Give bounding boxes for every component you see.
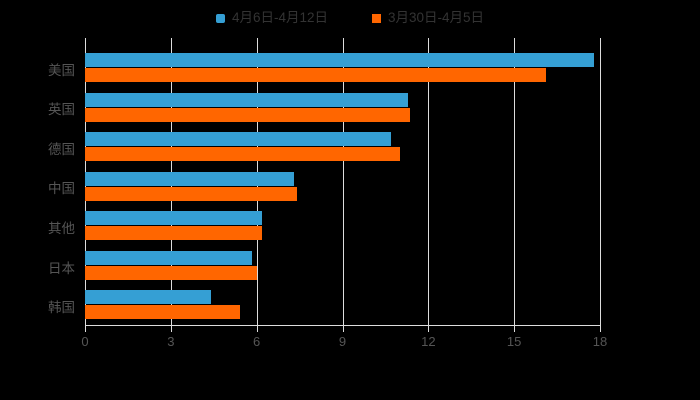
bar-中国-series-0[interactable] <box>85 171 294 186</box>
x-tick <box>514 326 516 332</box>
x-tick-top <box>428 38 430 45</box>
x-tick-label: 9 <box>338 334 347 349</box>
y-tick-label: 中国 <box>48 181 75 197</box>
x-tick <box>170 326 172 332</box>
legend-label-series-1: 3月30日-4月5日 <box>388 10 485 26</box>
bar-英国-series-0[interactable] <box>85 92 409 107</box>
legend-marker-circle-icon <box>215 13 225 23</box>
x-tick-top <box>600 38 601 45</box>
bar-row: 日本 <box>48 246 600 286</box>
bar-row: 中国 <box>48 167 600 207</box>
x-tick-top <box>342 38 344 45</box>
bar-美国-series-0[interactable] <box>85 53 595 67</box>
y-tick-label: 日本 <box>48 260 75 276</box>
x-tick-label: 3 <box>167 334 175 349</box>
bar-美国-series-1[interactable] <box>85 68 546 82</box>
x-tick <box>600 326 601 332</box>
bar-row: 英国 <box>48 88 600 128</box>
gridline <box>428 45 430 325</box>
x-tick-label: 6 <box>253 334 261 349</box>
y-tick-label: 英国 <box>48 102 75 118</box>
legend-item-series-1[interactable]: 3月30日-4月5日 <box>372 11 484 25</box>
y-tick-label: 韩国 <box>48 300 75 316</box>
y-tick-label: 其他 <box>48 221 75 237</box>
x-tick <box>85 326 86 332</box>
x-tick-label: 12 <box>421 334 436 349</box>
x-tick <box>256 326 258 332</box>
y-tick-label: 德国 <box>48 141 75 157</box>
bar-英国-series-1[interactable] <box>85 107 410 122</box>
bar-row: 韩国 <box>48 285 600 325</box>
bar-日本-series-0[interactable] <box>85 250 253 265</box>
x-tick-label: 18 <box>592 334 608 349</box>
x-tick-top <box>170 38 172 45</box>
legend-item-series-0[interactable]: 4月6日-4月12日 <box>215 10 328 26</box>
x-tick <box>428 326 430 332</box>
bar-row: 其他 <box>48 206 600 246</box>
legend-marker-square-icon <box>372 13 381 23</box>
x-tick-label: 15 <box>506 334 522 349</box>
gridline <box>600 45 601 325</box>
bar-德国-series-0[interactable] <box>85 132 392 147</box>
bar-韩国-series-0[interactable] <box>85 290 211 305</box>
bar-韩国-series-1[interactable] <box>85 305 240 320</box>
bar-中国-series-1[interactable] <box>85 186 297 201</box>
gridline <box>514 45 516 325</box>
y-tick-label: 美国 <box>48 62 75 78</box>
bar-日本-series-1[interactable] <box>85 265 257 280</box>
chart-legend: 4月6日-4月12日 3月30日-4月5日 <box>0 6 700 30</box>
x-tick-top <box>85 38 86 45</box>
bar-row: 德国 <box>48 127 600 167</box>
x-tick-top <box>514 38 516 45</box>
bar-row: 美国 <box>48 48 600 88</box>
plot-area: 0 3 6 9 12 15 18 美国英国德国中国其他日本韩国 <box>48 38 607 349</box>
bar-德国-series-1[interactable] <box>85 147 400 162</box>
gridline <box>342 45 344 325</box>
x-tick-label: 0 <box>81 334 89 349</box>
bar-其他-series-0[interactable] <box>85 211 263 226</box>
bar-其他-series-1[interactable] <box>85 226 263 241</box>
y-axis-line <box>85 45 86 328</box>
x-tick <box>342 326 344 332</box>
x-tick-top <box>256 38 258 45</box>
x-axis-line <box>85 325 601 326</box>
legend-label-series-0: 4月6日-4月12日 <box>231 10 328 26</box>
